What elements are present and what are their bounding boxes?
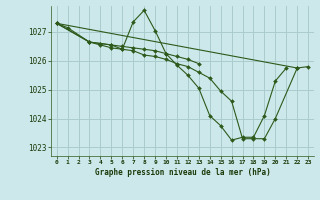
X-axis label: Graphe pression niveau de la mer (hPa): Graphe pression niveau de la mer (hPa)	[94, 168, 270, 177]
